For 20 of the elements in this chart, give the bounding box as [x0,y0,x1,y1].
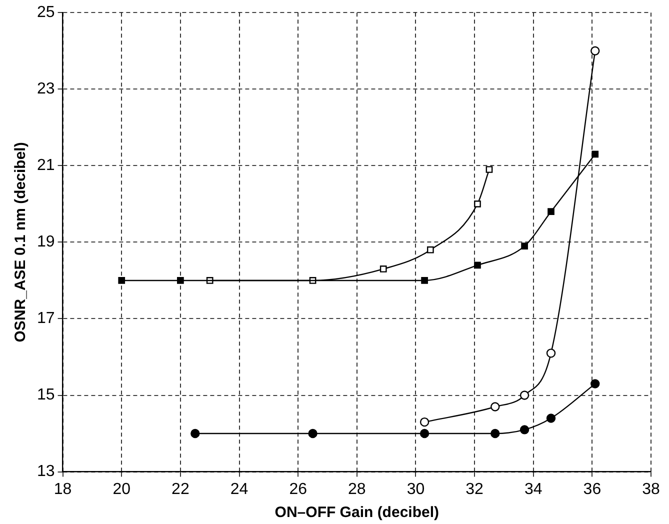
y-tick-label: 23 [37,80,55,98]
y-tick-label: 19 [37,234,55,251]
x-tick-label: 34 [524,480,542,498]
x-axis-title: ON–OFF Gain (decibel) [274,504,439,522]
y-axis-title: OSNR_ASE 0.1 nm (decibel) [12,142,30,342]
y-tick-label: 25 [37,4,55,22]
x-tick-label: 28 [348,480,366,498]
x-tick-label: 22 [172,480,190,498]
y-tick-label: 17 [37,310,55,328]
x-tick-label: 36 [583,480,602,498]
x-tick-label: 38 [642,480,660,498]
x-tick-label: 20 [112,480,131,498]
x-tick-label: 18 [54,480,72,498]
x-tick-label: 24 [230,480,248,498]
x-tick-label: 26 [289,480,308,498]
x-tick-label: 30 [406,480,425,498]
y-tick-label: 13 [37,463,55,480]
y-tick-label: 21 [37,157,55,174]
x-tick-label: 32 [466,480,484,498]
y-tick-label: 15 [37,386,55,404]
